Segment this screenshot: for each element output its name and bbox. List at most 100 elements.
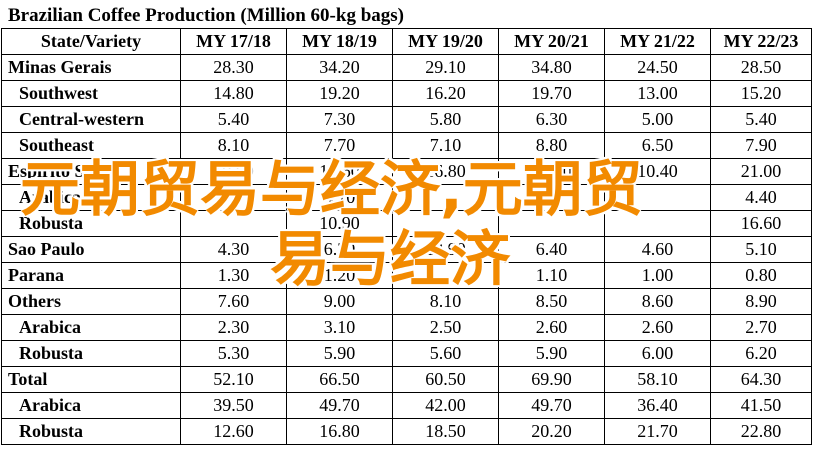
table-row: Central-western 5.40 7.30 5.80 6.30 5.00 5.40	[1, 106, 812, 133]
row-label: Southeast	[1, 132, 181, 159]
row-label: Arabica	[1, 392, 181, 419]
value-cell	[392, 184, 499, 211]
value-cell: 34.20	[286, 54, 393, 81]
row-label: Sao Paulo	[1, 236, 181, 263]
value-cell: 8.90	[710, 288, 812, 315]
table-row: Arabica 4.70 4.0 4.40	[1, 184, 812, 211]
table-row: Others 7.60 9.00 8.10 8.50 8.60 8.90	[1, 288, 812, 315]
value-cell: 12.90	[392, 236, 499, 263]
value-cell: 5.80	[392, 106, 499, 133]
value-cell: 16.20	[392, 80, 499, 107]
value-cell	[498, 210, 605, 237]
value-cell: 13.00	[604, 80, 711, 107]
table-row: Robusta 12.60 16.80 18.50 20.20 21.70 22.80	[1, 418, 812, 445]
value-cell: 5.90	[286, 340, 393, 367]
table-row: Espirito Santo 10.60 15.60 16.80 19.10 10.40 2…	[1, 158, 812, 185]
value-cell: 5.40	[180, 106, 287, 133]
value-cell: 58.10	[604, 366, 711, 393]
value-cell: 5.90	[498, 340, 605, 367]
header-cell: MY 20/21	[498, 28, 605, 55]
value-cell: 1.30	[180, 262, 287, 289]
value-cell: 0.80	[710, 262, 812, 289]
value-cell: 8.10	[392, 288, 499, 315]
header-cell: MY 22/23	[710, 28, 812, 55]
value-cell: 12.60	[180, 418, 287, 445]
value-cell: 15.60	[286, 158, 393, 185]
value-cell: 9.00	[286, 288, 393, 315]
value-cell	[392, 210, 499, 237]
value-cell: 49.70	[498, 392, 605, 419]
row-label: Total	[1, 366, 181, 393]
value-cell: 8.80	[498, 132, 605, 159]
value-cell: 2.70	[710, 314, 812, 341]
value-cell: 6.20	[710, 340, 812, 367]
row-label: Southwest	[1, 80, 181, 107]
value-cell	[180, 184, 287, 211]
value-cell: 41.50	[710, 392, 812, 419]
header-cell: MY 18/19	[286, 28, 393, 55]
value-cell: 52.10	[180, 366, 287, 393]
value-cell: 19.10	[498, 158, 605, 185]
value-cell: 21.70	[604, 418, 711, 445]
value-cell: 28.30	[180, 54, 287, 81]
table-row: Sao Paulo 4.30 6.30 12.90 6.40 4.60 5.10	[1, 236, 812, 263]
row-label: Arabica	[1, 184, 181, 211]
value-cell: 19.70	[498, 80, 605, 107]
value-cell: 34.80	[498, 54, 605, 81]
value-cell: 20.20	[498, 418, 605, 445]
value-cell: 3.10	[286, 314, 393, 341]
table-row: Southwest 14.80 19.20 16.20 19.70 13.00 15.20	[1, 80, 812, 107]
header-row: State/Variety MY 17/18 MY 18/19 MY 19/20…	[1, 28, 812, 55]
value-cell: 7.30	[286, 106, 393, 133]
table-row: Robusta 10.90 16.60	[1, 210, 812, 237]
value-cell: 16.80	[392, 158, 499, 185]
value-cell	[604, 184, 711, 211]
row-label: Others	[1, 288, 181, 315]
row-label: Arabica	[1, 314, 181, 341]
value-cell: 5.30	[180, 340, 287, 367]
value-cell: 4.40	[710, 184, 812, 211]
value-cell: 10.60	[180, 158, 287, 185]
value-cell: 1.20	[286, 262, 393, 289]
value-cell: 7.70	[286, 132, 393, 159]
value-cell: 1.10	[498, 262, 605, 289]
header-cell: MY 21/22	[604, 28, 711, 55]
value-cell: 8.10	[180, 132, 287, 159]
value-cell: 69.90	[498, 366, 605, 393]
value-cell: 19.20	[286, 80, 393, 107]
table-row: Arabica 2.30 3.10 2.50 2.60 2.60 2.70	[1, 314, 812, 341]
value-cell: 29.10	[392, 54, 499, 81]
table-row: Arabica 39.50 49.70 42.00 49.70 36.40 41.50	[1, 392, 812, 419]
value-cell: 7.90	[710, 132, 812, 159]
value-cell: 4.30	[180, 236, 287, 263]
row-label: Robusta	[1, 210, 181, 237]
value-cell: 8.60	[604, 288, 711, 315]
value-cell: 4.0	[498, 184, 605, 211]
value-cell: 2.60	[498, 314, 605, 341]
row-label: Central-western	[1, 106, 181, 133]
value-cell: 60.50	[392, 366, 499, 393]
value-cell: 4.70	[286, 184, 393, 211]
value-cell: 4.60	[604, 236, 711, 263]
header-cell: MY 17/18	[180, 28, 287, 55]
row-label: Espirito Santo	[1, 158, 181, 185]
value-cell: 5.00	[604, 106, 711, 133]
table-row: Total 52.10 66.50 60.50 69.90 58.10 64.30	[1, 366, 812, 393]
coffee-production-table: State/Variety MY 17/18 MY 18/19 MY 19/20…	[1, 28, 812, 445]
table-body: Minas Gerais 28.30 34.20 29.10 34.80 24.50 28.…	[1, 54, 812, 445]
value-cell: 16.60	[710, 210, 812, 237]
value-cell: 6.50	[604, 132, 711, 159]
table-row: Southeast 8.10 7.70 7.10 8.80 6.50 7.90	[1, 132, 812, 159]
header-cell: MY 19/20	[392, 28, 499, 55]
value-cell: 22.80	[710, 418, 812, 445]
value-cell: 64.30	[710, 366, 812, 393]
value-cell: 24.50	[604, 54, 711, 81]
value-cell	[392, 262, 499, 289]
value-cell: 2.60	[604, 314, 711, 341]
table-title: Brazilian Coffee Production (Million 60-…	[8, 5, 404, 26]
value-cell: 6.40	[498, 236, 605, 263]
value-cell: 21.00	[710, 158, 812, 185]
value-cell	[180, 210, 287, 237]
row-label: Minas Gerais	[1, 54, 181, 81]
value-cell: 6.30	[498, 106, 605, 133]
